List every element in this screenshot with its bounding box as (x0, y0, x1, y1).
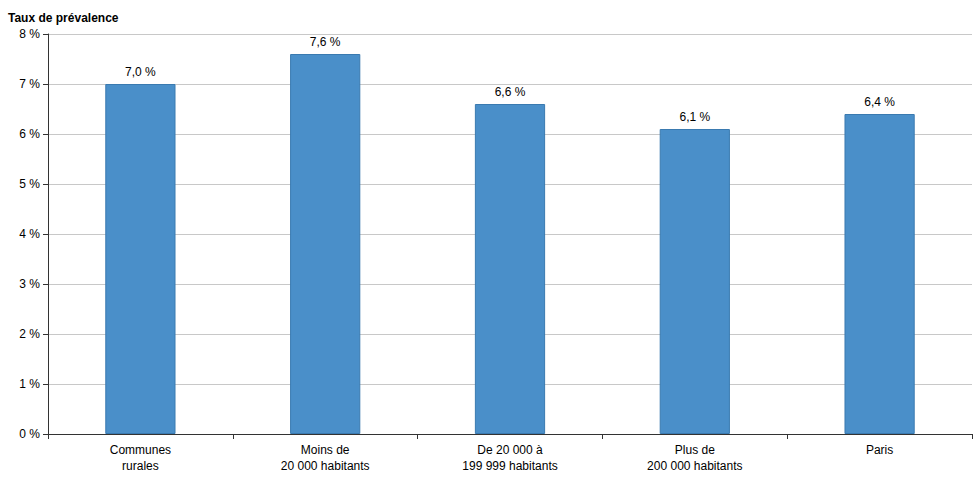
svg-text:1 %: 1 % (19, 377, 40, 391)
svg-text:rurales: rurales (122, 459, 159, 473)
svg-text:2 %: 2 % (19, 327, 40, 341)
svg-text:De 20 000 à: De 20 000 à (477, 443, 543, 457)
svg-text:Communes: Communes (110, 443, 171, 457)
svg-text:5 %: 5 % (19, 177, 40, 191)
svg-text:6,6 %: 6,6 % (495, 85, 526, 99)
svg-text:Paris: Paris (866, 443, 893, 457)
svg-text:Plus de: Plus de (675, 443, 715, 457)
svg-text:199 999 habitants: 199 999 habitants (462, 459, 557, 473)
svg-text:6,1 %: 6,1 % (679, 110, 710, 124)
svg-text:7,0 %: 7,0 % (125, 65, 156, 79)
svg-text:6 %: 6 % (19, 127, 40, 141)
svg-text:20 000 habitants: 20 000 habitants (281, 459, 370, 473)
svg-text:Moins de: Moins de (301, 443, 350, 457)
svg-text:8 %: 8 % (19, 27, 40, 41)
svg-text:0 %: 0 % (19, 427, 40, 441)
svg-text:3 %: 3 % (19, 277, 40, 291)
svg-text:Taux de prévalence: Taux de prévalence (8, 11, 119, 25)
svg-text:7,6 %: 7,6 % (310, 35, 341, 49)
svg-text:6,4 %: 6,4 % (864, 95, 895, 109)
svg-text:200 000 habitants: 200 000 habitants (647, 459, 742, 473)
svg-text:4 %: 4 % (19, 227, 40, 241)
svg-text:7 %: 7 % (19, 77, 40, 91)
